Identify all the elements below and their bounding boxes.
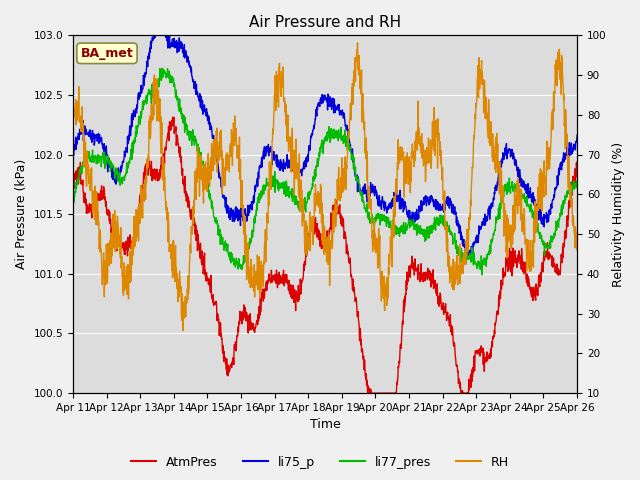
- li77_pres: [69, 198, 77, 204]
- X-axis label: Time: Time: [310, 419, 340, 432]
- AtmPres: [294, 290, 301, 296]
- Y-axis label: Air Pressure (kPa): Air Pressure (kPa): [15, 159, 28, 269]
- Text: BA_met: BA_met: [81, 47, 133, 60]
- li75_p: [294, 165, 301, 170]
- Y-axis label: Relativity Humidity (%): Relativity Humidity (%): [612, 142, 625, 287]
- Legend: AtmPres, li75_p, li77_pres, RH: AtmPres, li75_p, li77_pres, RH: [126, 451, 514, 474]
- Line: AtmPres: AtmPres: [73, 117, 577, 393]
- li77_pres: [573, 180, 581, 186]
- li77_pres: [478, 272, 486, 277]
- RH: [69, 141, 77, 146]
- li75_p: [303, 159, 310, 165]
- li75_p: [284, 152, 291, 157]
- Title: Air Pressure and RH: Air Pressure and RH: [249, 15, 401, 30]
- li75_p: [573, 132, 581, 138]
- RH: [356, 72, 364, 78]
- Line: li77_pres: li77_pres: [73, 68, 577, 275]
- RH: [108, 253, 116, 259]
- AtmPres: [129, 242, 136, 248]
- RH: [129, 236, 136, 242]
- RH: [303, 252, 310, 258]
- li77_pres: [284, 190, 291, 196]
- AtmPres: [356, 325, 364, 331]
- Line: li75_p: li75_p: [73, 36, 577, 258]
- li75_p: [463, 255, 471, 261]
- li75_p: [129, 116, 136, 121]
- AtmPres: [364, 390, 372, 396]
- RH: [179, 328, 187, 334]
- AtmPres: [573, 159, 581, 165]
- AtmPres: [303, 252, 310, 258]
- li77_pres: [303, 199, 310, 205]
- li75_p: [356, 186, 364, 192]
- li77_pres: [108, 164, 116, 170]
- RH: [284, 138, 291, 144]
- AtmPres: [169, 114, 177, 120]
- RH: [294, 161, 301, 167]
- li77_pres: [294, 202, 301, 207]
- li77_pres: [356, 190, 364, 196]
- li77_pres: [158, 65, 166, 71]
- li75_p: [69, 155, 77, 161]
- li75_p: [150, 33, 158, 38]
- RH: [573, 236, 581, 241]
- AtmPres: [69, 188, 77, 194]
- AtmPres: [108, 225, 116, 231]
- RH: [354, 40, 362, 46]
- li75_p: [108, 175, 116, 180]
- AtmPres: [284, 280, 291, 286]
- li77_pres: [129, 148, 136, 154]
- Line: RH: RH: [73, 43, 577, 331]
